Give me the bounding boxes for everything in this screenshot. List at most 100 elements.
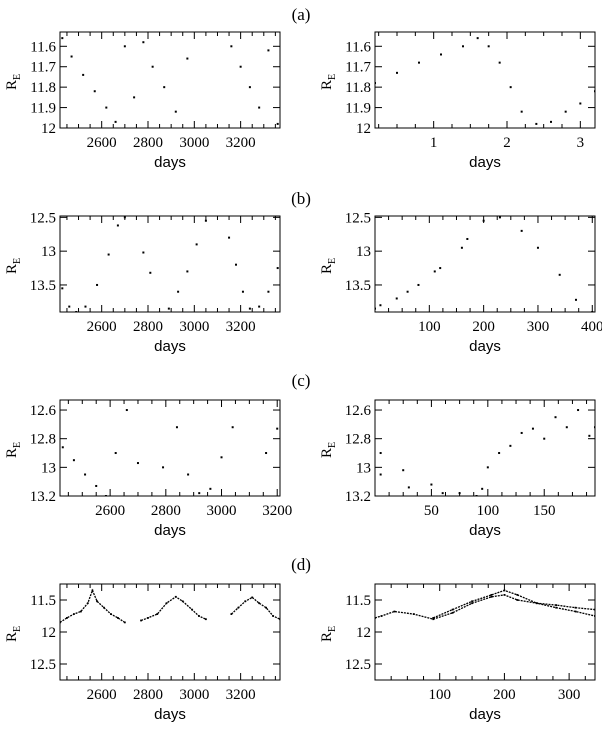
data-point [486, 466, 489, 469]
series-0-segment-0 [375, 594, 595, 620]
y-axis-label: RE [4, 258, 23, 274]
data-point [177, 290, 180, 293]
data-point [123, 216, 126, 219]
data-point [248, 86, 251, 89]
y-tick-label: 13 [41, 460, 56, 476]
data-point [116, 224, 119, 227]
data-point [430, 483, 433, 486]
x-axis-label: days [469, 522, 501, 539]
y-tick-label: 12.8 [345, 432, 371, 448]
y-tick-label: 12.6 [30, 403, 57, 419]
x-tick-label: 1 [430, 135, 438, 151]
x-tick-label: 3200 [226, 135, 256, 151]
y-tick-label: 13.2 [30, 489, 56, 505]
data-point [594, 615, 595, 617]
x-tick-label: 2600 [87, 687, 117, 703]
data-point [406, 290, 409, 293]
data-point [433, 270, 436, 273]
x-tick-label: 50 [424, 503, 439, 519]
panel-2: 2600 2800 3000 3200 12.5 13 13.5 RE days [4, 210, 281, 355]
data-point [61, 446, 64, 449]
data-point [520, 431, 523, 434]
data-point [151, 65, 154, 68]
data-point [393, 610, 396, 613]
series-0-segment-2 [230, 596, 280, 620]
y-tick-label: 12 [356, 121, 371, 137]
x-tick-label: 2800 [133, 319, 163, 335]
data-point [147, 617, 149, 619]
data-point [482, 219, 485, 222]
data-point [577, 409, 580, 412]
data-point [163, 86, 166, 89]
x-tick-label: 3000 [179, 319, 209, 335]
data-point [379, 452, 382, 455]
data-point [248, 307, 251, 310]
data-point [187, 473, 190, 476]
data-point [498, 61, 501, 64]
y-tick-label: 13.5 [345, 278, 371, 294]
x-tick-label: 3200 [226, 319, 256, 335]
data-point [198, 615, 200, 617]
y-tick-label: 11.7 [345, 60, 371, 76]
data-point [96, 283, 99, 286]
y-axis-label: RE [4, 74, 23, 90]
panel-row-label: (d) [291, 555, 311, 574]
x-tick-label: 2800 [151, 503, 181, 519]
data-point [265, 606, 268, 609]
y-tick-label: 11.5 [30, 593, 56, 609]
data-point [84, 473, 87, 476]
data-point [93, 90, 96, 93]
x-axis-label: days [154, 706, 186, 723]
data-point [520, 110, 523, 113]
data-point [103, 606, 105, 609]
data-point [175, 426, 178, 429]
data-point [105, 106, 108, 109]
x-tick-label: 3000 [207, 503, 237, 519]
data-point [258, 106, 261, 109]
y-tick-label: 12.5 [345, 657, 371, 673]
data-point [466, 237, 469, 240]
data-point [195, 243, 198, 246]
y-tick-label: 13.2 [345, 489, 371, 505]
x-tick-label: 100 [477, 503, 500, 519]
data-point [258, 305, 261, 308]
data-point [133, 96, 136, 99]
data-point [251, 596, 254, 599]
data-point [520, 229, 523, 232]
data-point [235, 263, 237, 266]
x-axis-label: days [154, 154, 186, 171]
data-point [230, 45, 233, 48]
data-point [60, 621, 61, 624]
data-point [72, 459, 75, 462]
data-point [550, 120, 552, 123]
data-point [241, 290, 244, 293]
plot-data [379, 409, 595, 496]
x-tick-label: 150 [533, 503, 556, 519]
data-point [375, 82, 376, 85]
y-tick-label: 12 [41, 625, 56, 641]
panel-3: 100 200 300 400 12.5 13 13.5 RE days [319, 210, 602, 355]
series-0-segment-1 [432, 589, 595, 619]
plot-frame [59, 583, 281, 681]
y-tick-label: 11.9 [345, 101, 371, 117]
x-tick-label: 200 [493, 687, 516, 703]
data-point [375, 617, 376, 619]
data-point [471, 602, 473, 605]
data-point [114, 452, 117, 455]
x-tick-label: 400 [581, 319, 602, 335]
x-tick-label: 3000 [179, 135, 209, 151]
data-point [535, 122, 538, 125]
data-point [61, 287, 64, 290]
y-tick-label: 12.5 [30, 210, 56, 226]
data-point [574, 298, 577, 301]
data-point [116, 617, 119, 619]
data-point [75, 311, 78, 312]
data-point [198, 492, 201, 495]
panel-row-label: (a) [292, 5, 311, 24]
data-point [543, 437, 546, 440]
data-point [86, 602, 89, 605]
data-point [417, 283, 420, 286]
data-point [509, 444, 512, 447]
data-point [125, 409, 128, 412]
